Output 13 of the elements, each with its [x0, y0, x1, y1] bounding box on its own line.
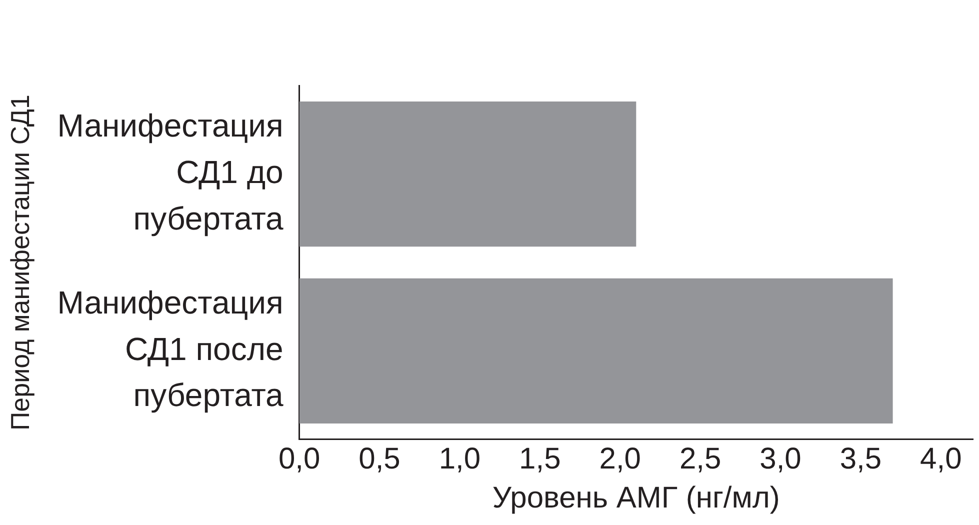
x-tick-label: 4,0: [920, 442, 962, 476]
x-tick-label: 2,0: [599, 442, 641, 476]
y-tick-label: Манифестация СД1 до пубертата: [57, 107, 284, 236]
x-tick-label: 0,0: [278, 442, 320, 476]
y-tick-label: Манифестация СД1 после пубертата: [57, 284, 284, 414]
y-axis-title: Период манифестации СД1: [4, 94, 35, 430]
x-tick-label: 2,5: [679, 442, 722, 476]
x-tick-label: 3,0: [760, 442, 802, 476]
x-tick-label: 1,5: [519, 442, 561, 476]
x-tick-label: 1,0: [438, 442, 481, 476]
x-axis-title: Уровень АМГ (нг/мл): [492, 482, 780, 515]
x-tick-label: 0,5: [358, 442, 400, 476]
x-tick-label: 3,5: [840, 442, 882, 476]
